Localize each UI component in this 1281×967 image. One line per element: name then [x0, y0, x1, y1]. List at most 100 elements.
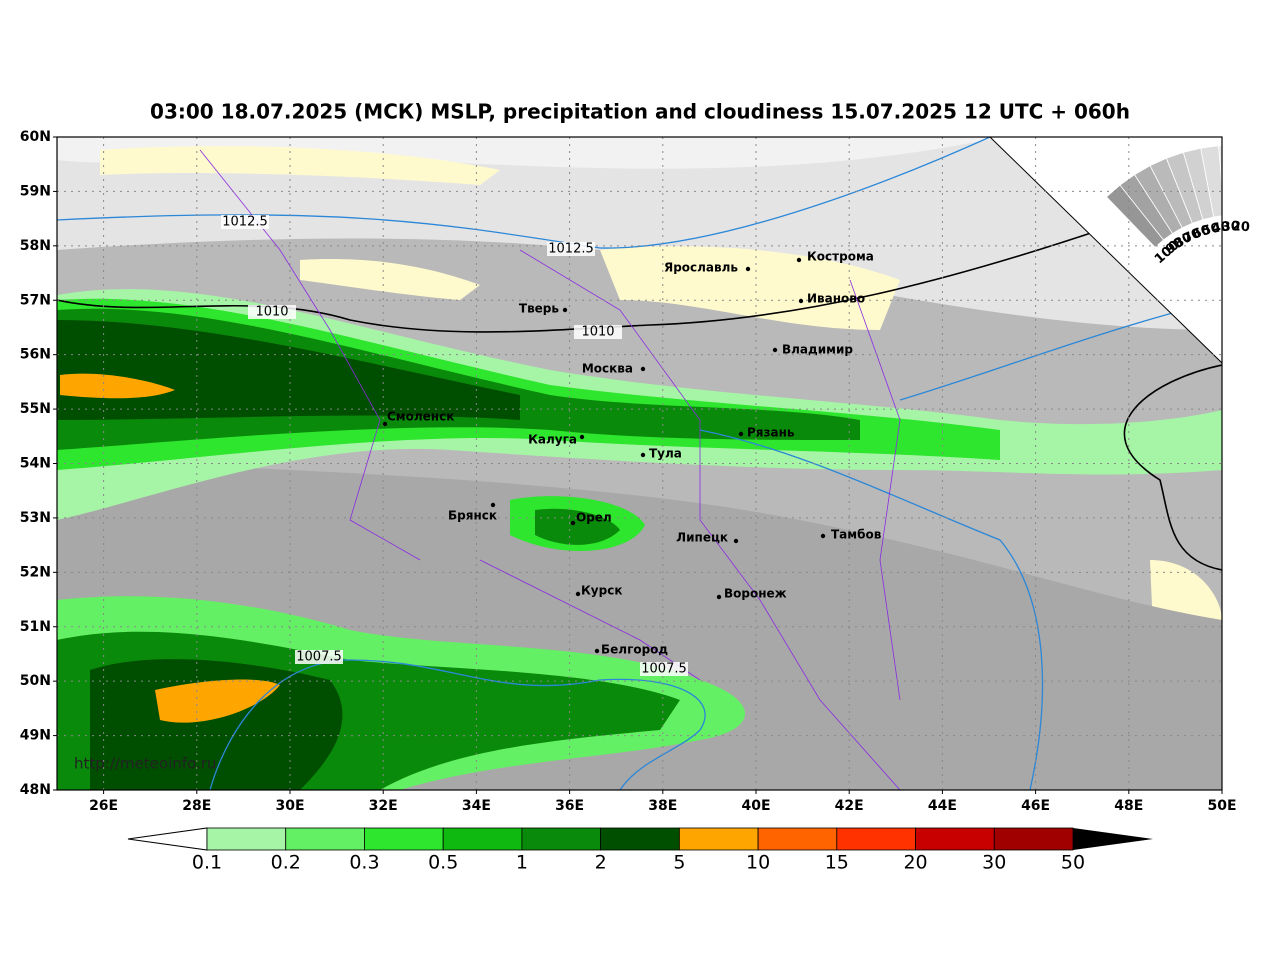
lat-label: 48N — [20, 782, 51, 798]
colorbar-box — [678, 827, 759, 851]
lon-label: 40E — [741, 798, 770, 814]
lat-label: 55N — [20, 401, 51, 417]
colorbar-label: 15 — [825, 852, 849, 874]
city-dot — [716, 594, 722, 600]
city-label: Тамбов — [831, 528, 882, 542]
colorbar-label: 50 — [1061, 852, 1085, 874]
isobar-label: 1007.5 — [641, 662, 687, 677]
lon-label: 34E — [462, 798, 491, 814]
isobar-label: 1010 — [255, 305, 288, 320]
city-label: Москва — [582, 362, 633, 376]
isobar-label: 1012.5 — [222, 215, 268, 230]
colorbar-label: 1 — [516, 852, 528, 874]
lon-label: 30E — [275, 798, 304, 814]
lat-label: 57N — [20, 292, 51, 308]
city-dot — [640, 366, 646, 372]
colorbar-label: 0.5 — [428, 852, 458, 874]
city-label: Тверь — [519, 302, 560, 316]
city-dot — [562, 307, 568, 313]
lat-label: 54N — [20, 456, 51, 472]
isobar-label-bg — [547, 242, 595, 256]
city-dot — [798, 298, 804, 304]
city-label: Белгород — [601, 643, 668, 657]
lon-label: 28E — [182, 798, 211, 814]
city-dot — [579, 434, 585, 440]
city-label: Курск — [581, 584, 622, 598]
isobar-label: 1010 — [581, 325, 614, 340]
lon-label: 48E — [1114, 798, 1143, 814]
colorbar-box — [442, 827, 523, 851]
colorbar-over — [1073, 828, 1153, 850]
lon-label: 38E — [648, 798, 677, 814]
city-label: Орел — [576, 511, 612, 525]
city-label: Тула — [649, 447, 682, 461]
colorbar-label: 10 — [746, 852, 770, 874]
title: 03:00 18.07.2025 (МСК) MSLP, precipitati… — [150, 100, 1130, 124]
city-dot — [772, 347, 778, 353]
city-dot — [820, 533, 826, 539]
colorbar-box — [836, 827, 916, 851]
lon-label: 26E — [89, 798, 118, 814]
colorbar-box — [285, 827, 365, 851]
cloud-label: 20 — [1231, 219, 1250, 235]
colorbar-box — [915, 827, 995, 851]
colorbar-box — [600, 827, 680, 851]
lat-label: 58N — [20, 238, 51, 254]
colorbar-label: 30 — [982, 852, 1006, 874]
lat-label: 59N — [20, 183, 51, 199]
city-label: Смоленск — [387, 410, 454, 424]
colorbar-label: 0.3 — [349, 852, 379, 874]
city-dot — [594, 648, 600, 654]
lat-label: 56N — [20, 347, 51, 363]
city-dot — [490, 502, 496, 508]
city-dot — [745, 266, 751, 272]
lon-label: 42E — [835, 798, 864, 814]
colorbar-box — [206, 827, 287, 851]
isobar-label: 1012.5 — [548, 242, 594, 257]
lat-label: 49N — [20, 728, 51, 744]
city-dot — [575, 591, 581, 597]
isobar-label-bg — [295, 650, 343, 664]
lon-label: 32E — [369, 798, 398, 814]
cloud-label: 50 — [1201, 220, 1222, 239]
cloud-label: 60 — [1190, 223, 1212, 243]
city-label: Рязань — [747, 426, 795, 440]
lon-label: 50E — [1207, 798, 1236, 814]
cloud-label: 40 — [1211, 219, 1231, 236]
colorbar-label: 0.2 — [271, 852, 301, 874]
city-label: Воронеж — [724, 587, 787, 601]
colorbar-box — [757, 827, 838, 851]
city-dot — [382, 421, 388, 427]
lat-label: 60N — [20, 129, 51, 145]
cloud-label: 30 — [1221, 219, 1240, 235]
colorbar-box — [993, 827, 1074, 851]
city-label: Калуга — [528, 433, 577, 447]
lon-label: 44E — [928, 798, 957, 814]
city-dot — [733, 538, 739, 544]
city-label: Владимир — [782, 343, 853, 357]
lat-label: 50N — [20, 673, 51, 689]
lat-label: 53N — [20, 510, 51, 526]
colorbar-label: 2 — [595, 852, 607, 874]
lon-label: 36E — [555, 798, 584, 814]
isobar-label-bg — [640, 662, 688, 676]
lat-label: 51N — [20, 619, 51, 635]
city-label: Липецк — [676, 531, 728, 545]
city-label: Брянск — [448, 509, 497, 523]
city-label: Ярославль — [664, 261, 738, 275]
isobar-label-bg — [248, 305, 296, 319]
lon-label: 46E — [1021, 798, 1050, 814]
isobar-label-bg — [574, 325, 622, 339]
city-dot — [570, 520, 576, 526]
colorbar-box — [521, 827, 602, 851]
watermark: http://meteoinfo.ru — [74, 755, 216, 773]
map — [57, 137, 1222, 790]
colorbar-box — [364, 827, 444, 851]
colorbar-label: 0.1 — [192, 852, 222, 874]
city-label: Кострома — [807, 250, 874, 264]
isobar-label: 1007.5 — [296, 650, 342, 665]
city-label: Иваново — [807, 292, 865, 306]
lat-label: 52N — [20, 564, 51, 580]
colorbar-label: 5 — [673, 852, 685, 874]
